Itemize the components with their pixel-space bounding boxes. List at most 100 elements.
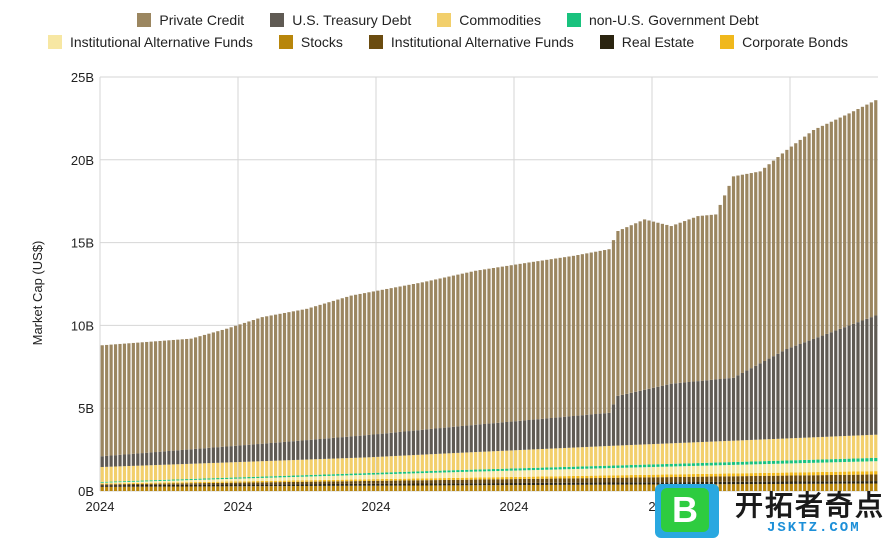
bar-segment <box>385 288 389 434</box>
bar-segment <box>860 458 865 462</box>
bar-segment <box>180 480 184 483</box>
bar-segment <box>229 482 233 485</box>
bar-segment <box>705 380 709 442</box>
bar-segment <box>291 486 295 491</box>
bar-segment <box>380 474 384 480</box>
bar-segment <box>345 481 349 484</box>
bar-segment <box>785 349 789 439</box>
bar-segment <box>749 439 753 462</box>
bar-segment <box>113 486 118 491</box>
bar-segment <box>211 484 215 487</box>
bar-segment <box>763 461 767 465</box>
bar-segment <box>185 449 189 464</box>
bar-segment <box>660 223 664 386</box>
bar-segment <box>674 482 678 485</box>
bar-segment <box>402 455 407 472</box>
bar-segment <box>447 483 451 486</box>
bar-segment <box>269 480 273 483</box>
bar-segment <box>140 342 144 454</box>
bar-segment <box>451 477 456 480</box>
bar-segment <box>438 478 442 481</box>
bar-segment <box>571 416 576 448</box>
bar-segment <box>545 469 549 477</box>
bar-segment <box>202 448 207 464</box>
bar-segment <box>358 457 362 474</box>
bar-segment <box>740 174 745 373</box>
bar-segment <box>740 481 745 485</box>
bar-segment <box>816 437 820 460</box>
bar-segment <box>607 477 611 483</box>
bar-segment <box>136 486 140 491</box>
bar-segment <box>594 482 598 485</box>
bar-segment <box>287 441 291 461</box>
bar-segment <box>798 139 802 344</box>
bar-segment <box>220 446 224 463</box>
bar-segment <box>269 486 273 491</box>
bar-segment <box>825 459 829 463</box>
bar-segment <box>500 450 504 469</box>
bar-segment <box>749 464 753 474</box>
bar-segment <box>731 176 736 378</box>
bar-segment <box>771 472 776 476</box>
bar-segment <box>856 458 860 462</box>
bar-segment <box>598 465 602 469</box>
bar-segment <box>385 480 389 484</box>
bar-segment <box>607 475 611 478</box>
bar-segment <box>789 438 793 461</box>
bar-segment <box>763 360 767 440</box>
bar-segment <box>131 485 135 487</box>
bar-segment <box>238 461 242 478</box>
bar-segment <box>309 439 313 460</box>
bar-segment <box>669 466 673 475</box>
bar-segment <box>331 481 336 484</box>
bar-segment <box>838 117 842 329</box>
bar-segment <box>576 447 580 467</box>
bar-segment <box>598 446 602 466</box>
bar-segment <box>251 486 255 491</box>
bar-segment <box>571 255 576 417</box>
bar-segment <box>771 356 776 439</box>
bar-segment <box>327 458 331 475</box>
bar-segment <box>389 456 393 473</box>
bar-segment <box>238 478 242 482</box>
bar-segment <box>322 481 327 485</box>
bar-segment <box>656 222 660 387</box>
bar-segment <box>678 466 682 475</box>
bar-segment <box>274 480 278 483</box>
bar-segment <box>149 465 153 481</box>
bar-segment <box>367 434 371 458</box>
bar-segment <box>594 414 598 447</box>
bar-segment <box>780 475 785 482</box>
bar-segment <box>336 474 340 476</box>
bar-segment <box>113 481 118 483</box>
bar-segment <box>287 486 291 491</box>
bar-segment <box>798 343 802 438</box>
bar-segment <box>789 146 793 348</box>
bar-segment <box>238 477 242 479</box>
bar-segment <box>336 485 340 491</box>
bar-segment <box>153 482 158 484</box>
bar-segment <box>745 173 749 371</box>
bar-segment <box>100 481 104 483</box>
bar-segment <box>336 437 340 459</box>
bar-segment <box>687 476 691 483</box>
bar-segment <box>394 472 398 474</box>
legend-item: Institutional Alternative Funds <box>368 34 574 50</box>
bar-segment <box>549 467 553 470</box>
bar-segment <box>176 482 180 484</box>
bar-segment <box>776 472 780 476</box>
bar-segment <box>247 482 251 485</box>
bar-segment <box>300 459 304 476</box>
bar-segment <box>345 473 349 476</box>
bar-segment <box>260 461 264 477</box>
bar-segment <box>447 276 451 428</box>
bar-segment <box>585 484 589 491</box>
bar-segment <box>376 474 380 480</box>
bar-segment <box>629 444 633 466</box>
bar-segment <box>736 464 740 474</box>
bar-segment <box>700 380 704 442</box>
bar-segment <box>349 295 353 437</box>
bar-segment <box>860 483 865 491</box>
bar-segment <box>278 486 282 491</box>
bar-segment <box>749 368 753 440</box>
